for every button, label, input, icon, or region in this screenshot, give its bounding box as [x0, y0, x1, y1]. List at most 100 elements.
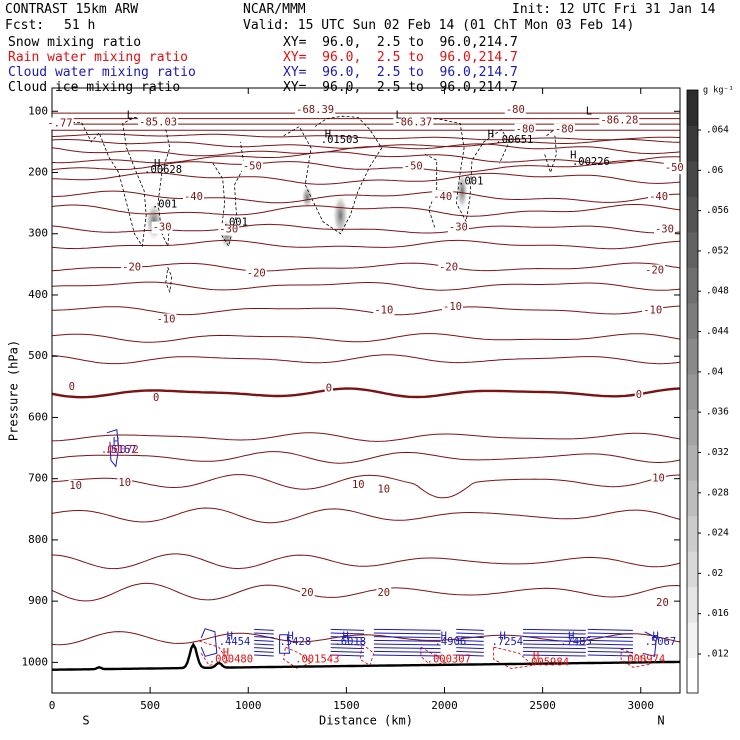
snow-shading — [456, 170, 469, 211]
cloud-water-value-label: .7254 — [491, 636, 523, 648]
isotherm-label: -20 — [439, 261, 458, 273]
colorbar-segment — [687, 622, 698, 659]
colorbar-segment — [687, 267, 698, 304]
extremum-marker: L — [127, 110, 133, 122]
colorbar-segment — [687, 90, 698, 126]
extremum-marker: H — [113, 436, 119, 448]
colorbar-tick-label: .024 — [706, 528, 729, 539]
terrain-line — [52, 642, 680, 671]
isotherm-line — [51, 354, 681, 365]
colorbar-segment — [687, 515, 698, 552]
isotherm-line — [51, 138, 681, 149]
cloud-water-contour — [373, 654, 441, 657]
snow-contour — [415, 118, 510, 223]
cloud-water-contour — [456, 647, 484, 650]
isotherm-label: 0 — [153, 392, 159, 404]
cloud-water-contour — [456, 643, 484, 646]
cloud-water-value-label: .5167 — [105, 444, 137, 456]
isotherm-label: 10 — [69, 480, 82, 492]
rain-value-label: .000480 — [209, 653, 253, 665]
isotherm-line — [51, 281, 681, 291]
y-tick-label: 900 — [28, 594, 48, 607]
colorbar-tick-label: .032 — [706, 447, 729, 458]
extremum-marker: H — [653, 631, 659, 643]
cloud-water-contour — [522, 632, 586, 635]
isotherm-label: -50 — [243, 160, 262, 172]
snow-value-label: .00628 — [144, 164, 182, 176]
isotherm-line — [51, 507, 681, 524]
isotherm-label: 10 — [377, 484, 390, 496]
cloud-water-contour — [373, 650, 441, 653]
cloud-water-contour — [587, 647, 633, 650]
cloud-water-contour — [254, 636, 274, 639]
cloud-water-contour — [254, 654, 274, 657]
colorbar-segment — [687, 444, 698, 481]
cloud-water-contour — [330, 628, 365, 631]
cloud-water-contour — [587, 654, 633, 657]
cloud-water-contour — [522, 628, 586, 631]
cloud-water-contour — [642, 631, 658, 657]
isotherm-label: -20 — [247, 268, 266, 280]
south-label: S — [82, 714, 89, 728]
cloud-water-contour — [587, 650, 633, 653]
colorbar-units: g kg⁻¹ — [703, 86, 734, 96]
cloud-water-contour — [254, 643, 274, 646]
plot-frame — [51, 87, 681, 694]
isotherm-label: -50 — [404, 160, 423, 172]
cloud-water-contour — [587, 643, 633, 646]
isotherm-label: -50 — [665, 162, 684, 174]
isotherm-label: -10 — [643, 304, 662, 316]
cloud-water-value-label: .6018 — [334, 636, 366, 648]
cloud-water-contour — [254, 647, 274, 650]
extremum-marker: H — [499, 631, 505, 643]
extremum-marker: H — [154, 158, 160, 170]
cloud-water-contour — [373, 632, 441, 635]
snow-value-label: .001 — [223, 217, 248, 229]
y-tick-label: 100 — [28, 104, 48, 117]
isotherm-label: 20 — [656, 597, 669, 609]
snow-value-label: .001 — [458, 176, 483, 188]
y-tick-label: 400 — [28, 288, 48, 301]
north-label: N — [657, 714, 664, 728]
cloud-water-contour — [522, 647, 586, 650]
y-tick-label: 600 — [28, 410, 48, 423]
colorbar-segment — [687, 373, 698, 410]
x-tick-label: 1000 — [235, 699, 262, 712]
isotherm-line — [51, 553, 681, 570]
colorbar-segment — [687, 338, 698, 375]
isotherm-line — [52, 172, 681, 185]
rain-value-label: .00072 — [101, 444, 139, 456]
y-tick-label: 1000 — [22, 655, 49, 668]
center-title: NCAR/MMM — [243, 2, 306, 17]
isotherm-line — [51, 451, 681, 464]
colorbar-segment — [687, 551, 698, 588]
colorbar-tick-label: .02 — [706, 568, 723, 579]
cloud-water-contour — [106, 429, 120, 468]
cloud-water-contour — [522, 650, 586, 653]
cloud-water-contour — [456, 639, 484, 642]
extremum-marker: H — [570, 149, 576, 161]
isotherm-label: -20 — [122, 261, 141, 273]
snow-shading — [332, 193, 349, 238]
x-axis-label: Distance (km) — [319, 714, 413, 728]
isotherm-label: 10 — [352, 479, 365, 491]
cloud-water-contour — [330, 647, 365, 650]
isotherm-label: -80 — [506, 104, 525, 116]
rain-contour — [493, 646, 534, 669]
cloud-water-contour — [522, 636, 586, 639]
init-time: Init: 12 UTC Fri 31 Jan 14 — [512, 2, 716, 17]
isotherm-line — [51, 474, 681, 499]
extremum-marker: H — [288, 631, 294, 643]
isotherm-label: -30 — [219, 223, 238, 235]
colorbar-tick-label: .056 — [706, 205, 729, 216]
cloud-water-contour — [373, 636, 441, 639]
cloud-water-contour — [330, 643, 365, 646]
isotherm-label: 10 — [118, 477, 131, 489]
cloud-water-contour — [456, 636, 484, 639]
isotherm-label: 0 — [69, 381, 75, 393]
snow-contour — [283, 115, 383, 235]
cloud-water-contour — [587, 628, 633, 631]
extremum-marker: H — [488, 129, 494, 141]
isotherm-line — [51, 190, 681, 204]
cloud-water-contour — [456, 632, 484, 635]
